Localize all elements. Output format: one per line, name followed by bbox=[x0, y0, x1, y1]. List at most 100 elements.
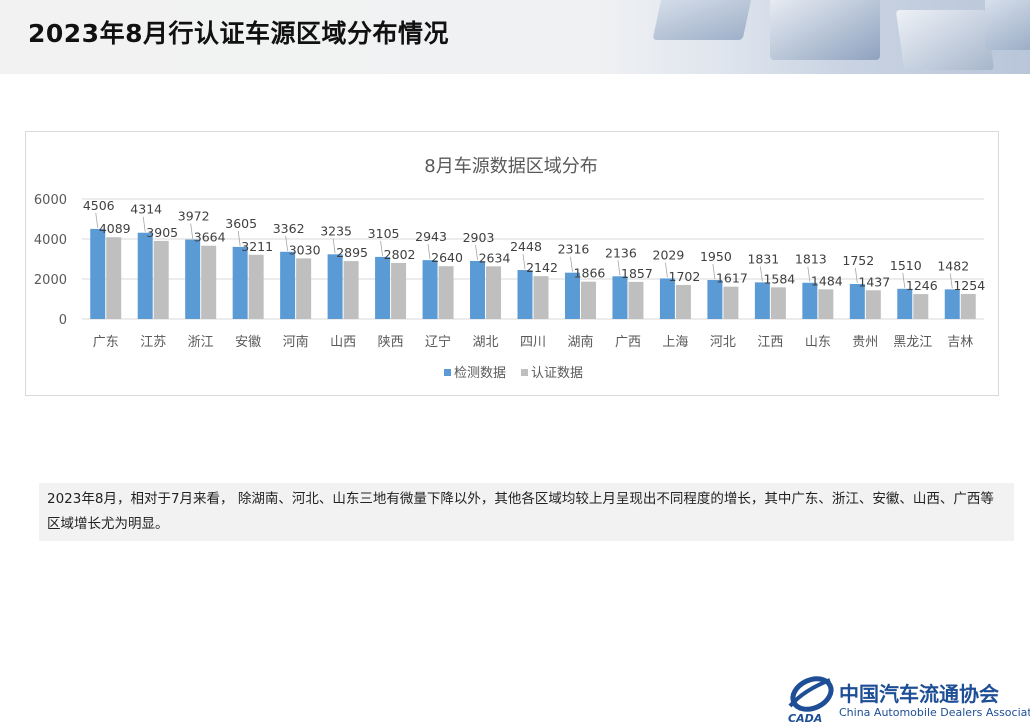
data-label: 1484 bbox=[811, 273, 843, 288]
bar-检测数据 bbox=[517, 270, 533, 319]
bar-认证数据 bbox=[770, 287, 786, 319]
bar-认证数据 bbox=[628, 281, 644, 319]
logo-mark-text: CADA bbox=[788, 712, 822, 725]
data-label: 1813 bbox=[795, 252, 827, 267]
logo-cn-name: 中国汽车流通协会 bbox=[839, 682, 999, 706]
data-label: 1437 bbox=[858, 274, 890, 289]
x-tick-label: 江西 bbox=[757, 335, 783, 350]
data-label: 1246 bbox=[906, 278, 938, 293]
data-label: 2142 bbox=[526, 260, 558, 275]
bar-检测数据 bbox=[944, 289, 960, 319]
cada-emblem-icon: CADA bbox=[788, 676, 834, 725]
legend-label: 检测数据 bbox=[454, 366, 506, 381]
bar-chart: 8月车源数据区域分布 0 2000 4000 6000 4506 4089 4314 390… bbox=[34, 156, 985, 381]
x-tick-label: 陕西 bbox=[378, 335, 404, 350]
data-label: 3905 bbox=[146, 225, 178, 240]
legend: 检测数据 认证数据 bbox=[444, 366, 583, 381]
legend-swatch bbox=[444, 369, 451, 376]
label-leader-line bbox=[427, 244, 431, 260]
bar-检测数据 bbox=[185, 239, 201, 319]
decorative-cube bbox=[895, 10, 995, 70]
bar-检测数据 bbox=[707, 280, 723, 319]
association-logo: CADA 中国汽车流通协会 China Automobile Dealers A… bbox=[784, 672, 1030, 726]
bar-认证数据 bbox=[723, 286, 739, 319]
data-label: 3362 bbox=[273, 221, 305, 236]
x-tick-label: 湖南 bbox=[567, 334, 593, 350]
x-tick-label: 湖北 bbox=[473, 335, 499, 350]
bar-认证数据 bbox=[106, 237, 122, 319]
gridlines bbox=[82, 198, 984, 320]
label-leader-line bbox=[712, 263, 716, 280]
x-tick-label: 上海 bbox=[662, 335, 688, 350]
label-leader-line bbox=[570, 256, 573, 272]
label-leader-line bbox=[332, 238, 336, 254]
x-tick-label: 安徽 bbox=[235, 335, 261, 350]
x-tick-label: 辽宁 bbox=[425, 334, 451, 350]
data-label: 2640 bbox=[431, 250, 463, 265]
label-leader-line bbox=[380, 240, 383, 256]
x-axis: 广东 江苏 浙江 安徽 河南 山西 陕西 辽宁 湖北 四川 湖南 广西 上海 河北 江西 山东 贵州 黑龙江 吉林 bbox=[93, 334, 974, 350]
bar-认证数据 bbox=[438, 266, 454, 319]
bar-认证数据 bbox=[580, 281, 596, 319]
data-label: 3235 bbox=[320, 223, 352, 238]
data-label: 2634 bbox=[479, 250, 511, 265]
data-label: 4506 bbox=[83, 198, 115, 213]
data-label: 3605 bbox=[225, 216, 257, 231]
label-leader-line bbox=[475, 244, 478, 260]
x-tick-label: 山东 bbox=[805, 335, 831, 350]
x-tick-label: 河南 bbox=[283, 334, 309, 350]
label-leader-line bbox=[522, 253, 526, 270]
x-tick-label: 江苏 bbox=[140, 334, 166, 350]
label-leader-line bbox=[902, 272, 906, 288]
bar-认证数据 bbox=[818, 289, 834, 319]
bar-检测数据 bbox=[422, 260, 438, 319]
data-label: 2903 bbox=[463, 230, 495, 245]
x-tick-label: 广东 bbox=[93, 335, 119, 350]
bar-认证数据 bbox=[913, 294, 929, 319]
decorative-cube bbox=[770, 0, 880, 60]
decorative-cube bbox=[985, 0, 1030, 50]
bar-检测数据 bbox=[137, 232, 153, 319]
legend-swatch bbox=[521, 369, 528, 376]
bar-检测数据 bbox=[470, 260, 486, 319]
y-tick-label: 4000 bbox=[34, 233, 67, 248]
bar-认证数据 bbox=[960, 293, 976, 319]
data-label: 1752 bbox=[842, 253, 874, 268]
bar-认证数据 bbox=[201, 245, 217, 319]
data-label: 2029 bbox=[653, 247, 685, 262]
bar-检测数据 bbox=[659, 278, 675, 319]
data-label: 2316 bbox=[558, 242, 590, 257]
x-tick-label: 广西 bbox=[615, 335, 641, 350]
bar-认证数据 bbox=[486, 266, 502, 319]
label-leader-line bbox=[617, 260, 621, 276]
data-label: 3105 bbox=[368, 226, 400, 241]
chart-frame: 8月车源数据区域分布 0 2000 4000 6000 4506 4089 4314 390… bbox=[25, 131, 999, 396]
chart-title: 8月车源数据区域分布 bbox=[424, 156, 597, 177]
data-label: 1857 bbox=[621, 266, 653, 281]
bar-认证数据 bbox=[533, 276, 549, 319]
bar-认证数据 bbox=[675, 284, 691, 319]
label-leader-line bbox=[759, 266, 763, 282]
data-label: 1617 bbox=[716, 271, 748, 286]
label-leader-line bbox=[237, 230, 241, 246]
label-leader-line bbox=[285, 235, 289, 251]
bar-检测数据 bbox=[897, 288, 913, 319]
label-leader-line bbox=[949, 273, 953, 289]
data-label: 1510 bbox=[890, 258, 922, 273]
x-tick-label: 河北 bbox=[710, 335, 736, 350]
bar-认证数据 bbox=[343, 261, 359, 319]
y-tick-label: 0 bbox=[59, 313, 67, 328]
bar-检测数据 bbox=[754, 282, 770, 319]
x-tick-label: 黑龙江 bbox=[893, 335, 932, 350]
data-label: 3972 bbox=[178, 209, 210, 224]
data-label: 3211 bbox=[241, 239, 273, 254]
bars bbox=[90, 228, 976, 319]
data-label: 4314 bbox=[130, 202, 162, 217]
y-tick-label: 2000 bbox=[34, 273, 67, 288]
x-tick-label: 吉林 bbox=[947, 335, 973, 350]
header-banner bbox=[0, 0, 1030, 74]
data-label: 2448 bbox=[510, 239, 542, 254]
x-tick-label: 浙江 bbox=[188, 335, 214, 350]
data-label: 4089 bbox=[99, 221, 131, 236]
